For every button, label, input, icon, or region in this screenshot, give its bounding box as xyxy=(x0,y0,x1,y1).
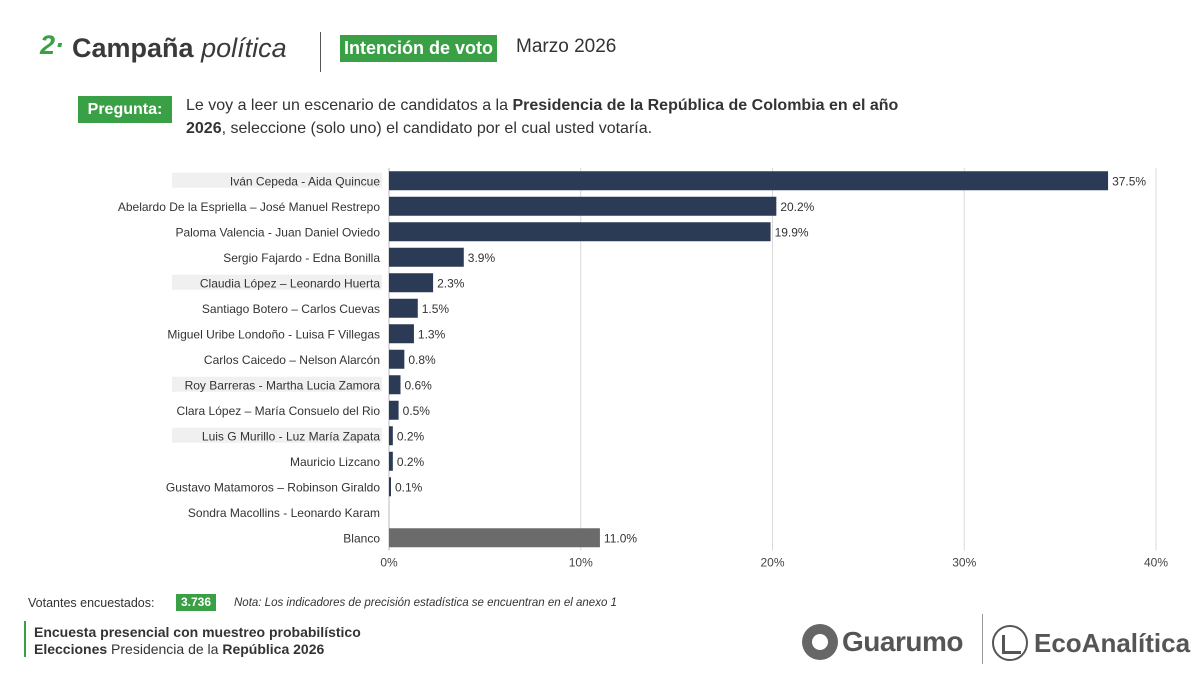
guarumo-logo-text: Guarumo xyxy=(842,626,963,657)
bar xyxy=(389,273,434,293)
value-label: 0.8% xyxy=(408,353,436,367)
bar xyxy=(389,426,393,446)
category-label: Sondra Macollins - Leonardo Karam xyxy=(188,506,380,520)
bar xyxy=(389,247,464,267)
x-tick-layer: 0% 10% 20% 30% 40% xyxy=(380,556,1168,570)
precision-note: Nota: Los indicadores de precisión estad… xyxy=(234,597,617,609)
vote-intention-bar-chart: Iván Cepeda - Aida Quincue Abelardo De la… xyxy=(118,168,1168,570)
header-divider xyxy=(320,32,321,72)
ecoanalitica-logo-icon xyxy=(992,625,1028,661)
bar-layer xyxy=(389,171,1109,548)
value-label: 1.5% xyxy=(422,302,450,316)
guarumo-logo: Guarumo xyxy=(802,620,963,664)
question-text-b: Presidencia de la República de Colombia … xyxy=(186,97,899,137)
bar xyxy=(389,400,399,420)
category-label: Paloma Valencia - Juan Daniel Oviedo xyxy=(175,225,380,239)
value-label: 19.9% xyxy=(775,225,809,239)
bar xyxy=(389,196,777,216)
section-number: 2· xyxy=(40,30,65,60)
category-label: Claudia López – Leonardo Huerta xyxy=(200,276,380,290)
value-label: 37.5% xyxy=(1112,174,1146,188)
value-label: 0.6% xyxy=(405,378,433,392)
x-tick-label: 30% xyxy=(952,556,976,570)
category-label: Gustavo Matamoros – Robinson Giraldo xyxy=(166,480,380,494)
value-label: 0.5% xyxy=(403,404,431,418)
election-line-b: Presidencia de la xyxy=(107,641,223,657)
x-tick-label: 0% xyxy=(380,556,398,570)
election-line-c: República 2026 xyxy=(222,641,325,657)
bar xyxy=(389,477,391,497)
survey-date: Marzo 2026 xyxy=(516,36,617,57)
label-highlight xyxy=(172,172,382,188)
question-text: Le voy a leer un escenario de candidatos… xyxy=(186,94,906,140)
label-highlight xyxy=(172,376,382,392)
section-title-italic: política xyxy=(201,33,287,63)
election-line: Elecciones Presidencia de la República 2… xyxy=(34,641,324,657)
category-label: Roy Barreras - Martha Lucia Zamora xyxy=(185,378,381,392)
bar xyxy=(389,349,405,369)
category-label: Carlos Caicedo – Nelson Alarcón xyxy=(204,353,380,367)
bar xyxy=(389,375,401,395)
category-label: Santiago Botero – Carlos Cuevas xyxy=(202,302,380,316)
question-tag: Pregunta: xyxy=(78,96,172,123)
question-text-a: Le voy a leer un escenario de candidatos… xyxy=(186,97,513,114)
logo-divider xyxy=(982,614,983,664)
bar-blank xyxy=(389,528,600,548)
sample-count-badge: 3.736 xyxy=(176,594,217,611)
category-label: Mauricio Lizcano xyxy=(290,455,380,469)
topic-badge: Intención de voto xyxy=(340,35,498,62)
section-title: Campaña política xyxy=(72,33,287,64)
category-label: Luis G Murillo - Luz María Zapata xyxy=(202,429,380,443)
value-label: 11.0% xyxy=(604,531,637,545)
label-highlight xyxy=(172,274,382,290)
category-label: Abelardo De la Espriella – José Manuel R… xyxy=(118,200,380,214)
value-label: 0.2% xyxy=(397,429,425,443)
bar xyxy=(389,324,414,344)
category-label: Miguel Uribe Londoño - Luisa F Villegas xyxy=(167,327,380,341)
value-label: 20.2% xyxy=(780,200,814,214)
bar xyxy=(389,222,771,242)
x-tick-label: 40% xyxy=(1144,556,1168,570)
category-label-layer: Iván Cepeda - Aida Quincue Abelardo De la… xyxy=(118,172,382,545)
x-tick-label: 10% xyxy=(569,556,593,570)
value-label: 2.3% xyxy=(437,276,465,290)
election-line-a: Elecciones xyxy=(34,641,108,657)
category-label: Clara López – María Consuelo del Rio xyxy=(177,404,381,418)
bar xyxy=(389,171,1109,191)
footer-accent-bar xyxy=(24,621,26,657)
ecoanalitica-logo: EcoAnalítica xyxy=(992,622,1190,664)
value-label: 0.2% xyxy=(397,455,425,469)
ecoanalitica-logo-text: EcoAnalítica xyxy=(1034,627,1191,658)
category-label: Sergio Fajardo - Edna Bonilla xyxy=(223,251,380,265)
sample-label: Votantes encuestados: xyxy=(28,596,155,610)
value-label: 3.9% xyxy=(468,251,496,265)
question-text-c: , seleccione (solo uno) el candidato por… xyxy=(221,120,653,137)
section-title-bold: Campaña xyxy=(72,33,194,63)
value-label-layer: 37.5% 20.2% 19.9% 3.9%2.3% 1.5% 1.3% 0.8% 0.6% 0… xyxy=(395,174,1146,545)
guarumo-logo-icon xyxy=(802,624,838,660)
value-label: 0.1% xyxy=(395,480,423,494)
bar xyxy=(389,298,418,318)
value-label: 1.3% xyxy=(418,327,446,341)
label-highlight xyxy=(172,427,382,443)
x-tick-label: 20% xyxy=(760,556,784,570)
bar xyxy=(389,451,393,471)
methodology-line: Encuesta presencial con muestreo probabi… xyxy=(34,624,361,640)
category-label: Blanco xyxy=(343,531,380,545)
category-label: Iván Cepeda - Aida Quincue xyxy=(230,174,380,188)
